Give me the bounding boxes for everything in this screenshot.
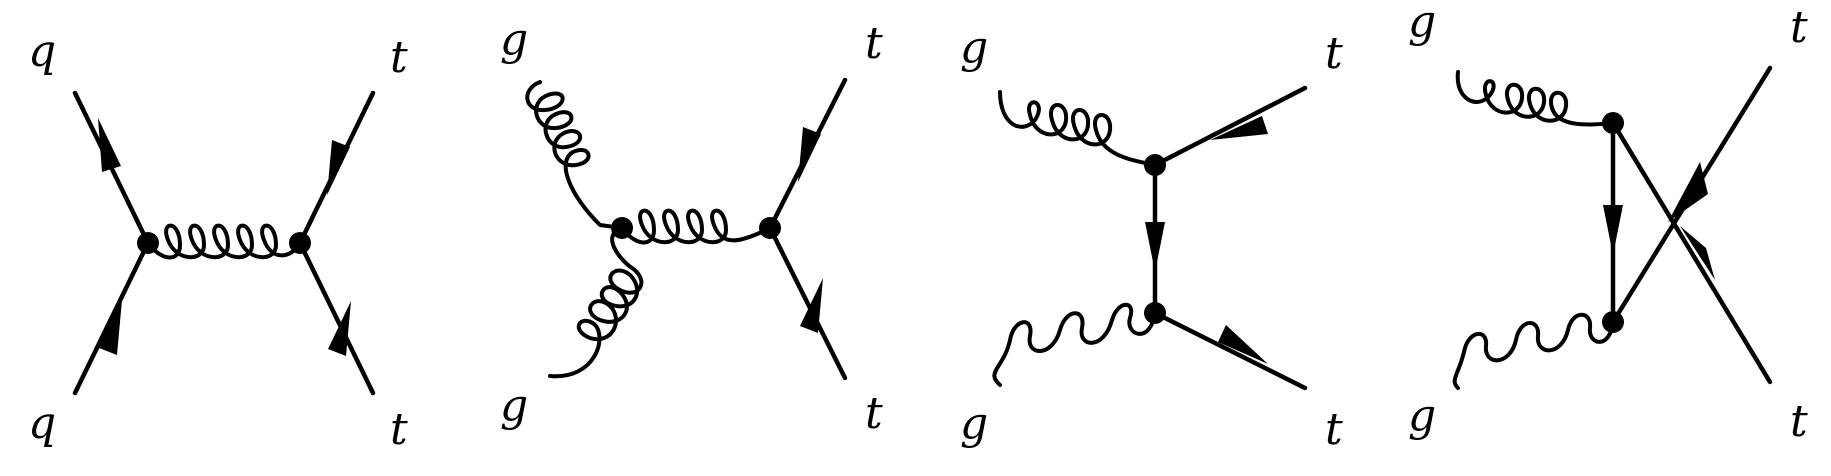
d4-arrow-crossing-down <box>1680 226 1715 280</box>
diagram-2: g g t t <box>500 14 883 439</box>
d4-vertex-top <box>1602 112 1624 134</box>
d1-gluon-propagator <box>146 223 302 260</box>
d4-arrow-crossing-up <box>1668 162 1708 222</box>
d3-arrow-propagator <box>1145 222 1165 272</box>
d3-label-top-right: t <box>1325 28 1343 79</box>
d2-arrow-down-lower <box>800 278 823 333</box>
d4-label-top-left: g <box>1408 0 1436 47</box>
d2-gluon-incoming-bottom <box>548 226 644 379</box>
d4-gluon-bottom <box>1452 312 1615 390</box>
d1-vertex-right <box>289 232 311 254</box>
diagram-1: q q t t <box>28 26 408 455</box>
d2-arrow-down-upper <box>798 127 821 182</box>
d4-label-bottom-right: t <box>1790 396 1808 447</box>
d2-label-top-left: g <box>500 14 528 65</box>
diagram-4: g g t t <box>1408 0 1808 447</box>
d2-vertex-right <box>759 217 781 239</box>
d3-vertex-bottom <box>1144 302 1166 324</box>
d4-label-bottom-left: g <box>1408 390 1436 441</box>
d1-arrow-up-left <box>98 118 121 172</box>
d1-arrow-down-right-lower <box>328 301 351 356</box>
d4-label-top-right: t <box>1790 2 1808 53</box>
d1-arrow-down-right-upper <box>327 140 350 195</box>
d3-gluon-bottom <box>992 302 1157 387</box>
d1-label-top-left: q <box>28 26 56 77</box>
d3-label-bottom-right: t <box>1325 404 1343 455</box>
d1-label-bottom-right: t <box>390 404 408 455</box>
d3-top-line-upper <box>1152 85 1308 168</box>
d1-label-bottom-left: q <box>28 398 56 449</box>
d4-vertex-bottom <box>1602 311 1624 333</box>
d4-gluon-top <box>1455 70 1615 127</box>
d3-vertex-top <box>1144 154 1166 176</box>
d3-label-bottom-left: g <box>960 398 988 449</box>
d3-label-top-left: g <box>960 22 988 73</box>
d3-arrow-outgoing-bottom <box>1218 325 1268 364</box>
d1-label-top-right: t <box>390 32 408 83</box>
d1-quark-line-bottom-left <box>72 240 151 396</box>
d4-top-line-crossing-down <box>1610 120 1773 385</box>
diagram-3: g g t t <box>960 22 1343 455</box>
d1-arrow-up-left-lower <box>99 300 122 355</box>
d2-label-bottom-left: g <box>500 380 528 431</box>
d3-gluon-top <box>998 90 1157 167</box>
d2-top-line-lower <box>767 225 848 381</box>
d2-label-top-right: t <box>865 18 883 69</box>
d2-gluon-propagator <box>620 208 772 245</box>
d1-top-line-lower <box>297 240 376 396</box>
d2-vertex-left <box>611 217 633 239</box>
d3-arrow-incoming-top <box>1210 116 1268 140</box>
d1-vertex-left <box>137 232 159 254</box>
d4-arrow-propagator <box>1603 205 1623 255</box>
d3-top-line-lower <box>1152 310 1308 391</box>
d2-label-bottom-right: t <box>865 388 883 439</box>
d2-gluon-incoming-top <box>525 80 624 230</box>
